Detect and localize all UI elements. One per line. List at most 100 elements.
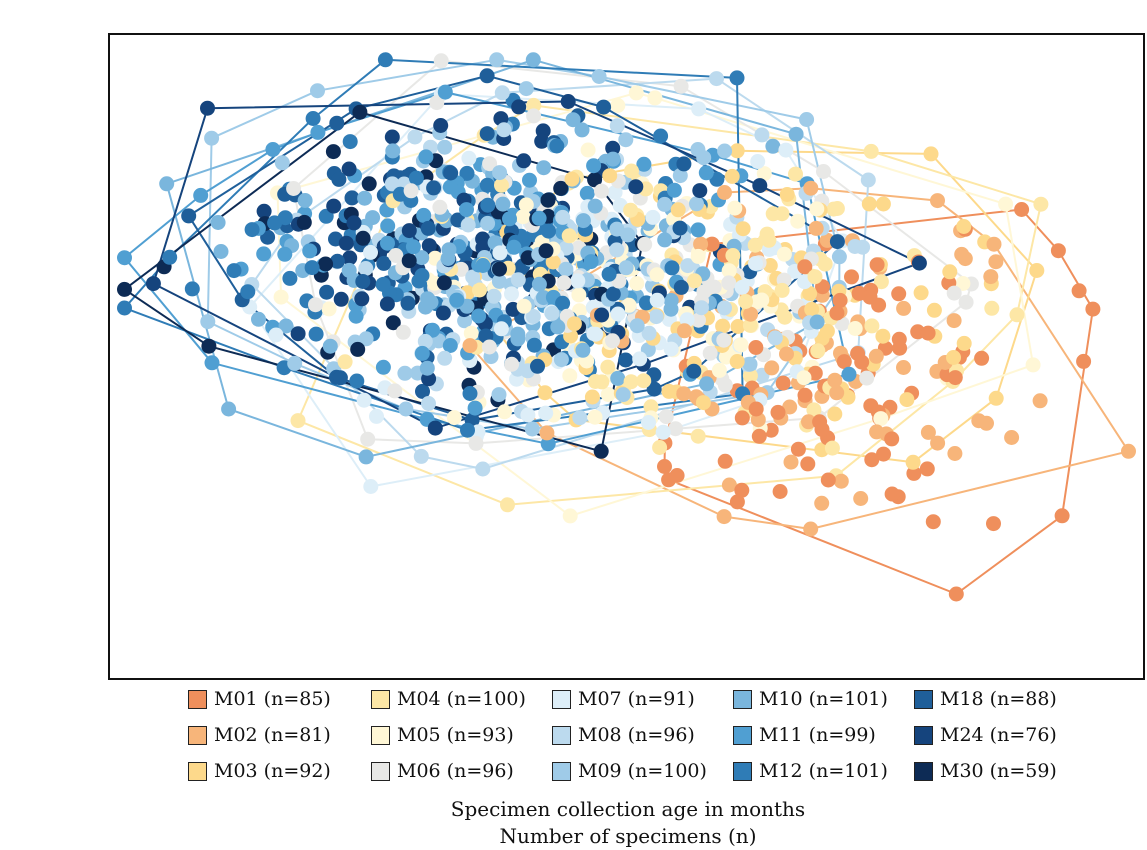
point-m03 bbox=[670, 202, 686, 218]
point-m10 bbox=[358, 449, 374, 465]
point-m08 bbox=[496, 122, 512, 138]
point-m03 bbox=[956, 219, 972, 234]
point-m01 bbox=[775, 375, 791, 391]
point-m05 bbox=[998, 196, 1014, 212]
point-m03 bbox=[804, 301, 820, 317]
point-m10 bbox=[495, 196, 511, 212]
point-m11 bbox=[414, 345, 430, 361]
point-m11 bbox=[442, 338, 458, 353]
legend-label: M09 (n=100) bbox=[578, 760, 707, 782]
point-m02 bbox=[979, 415, 994, 431]
point-m11 bbox=[375, 359, 391, 375]
legend-label: M30 (n=59) bbox=[940, 760, 1057, 782]
point-m05 bbox=[497, 404, 512, 420]
legend-swatch bbox=[733, 725, 752, 745]
point-m03 bbox=[724, 168, 740, 184]
hull-m06 bbox=[292, 59, 973, 445]
point-m10 bbox=[565, 112, 581, 128]
point-m05 bbox=[721, 263, 737, 279]
legend-swatch bbox=[914, 725, 933, 745]
point-m10 bbox=[525, 52, 541, 68]
point-m18 bbox=[673, 279, 689, 295]
point-m24 bbox=[384, 129, 400, 145]
point-m03 bbox=[661, 383, 677, 399]
point-m01 bbox=[919, 461, 935, 477]
point-m11 bbox=[540, 436, 556, 452]
point-m03 bbox=[537, 385, 553, 401]
point-m12 bbox=[462, 386, 478, 401]
point-m09 bbox=[398, 401, 414, 417]
point-m02 bbox=[869, 424, 885, 440]
point-m12 bbox=[282, 270, 298, 286]
point-m09 bbox=[310, 83, 325, 99]
point-m04 bbox=[829, 201, 845, 216]
point-m07 bbox=[461, 150, 477, 166]
point-m04 bbox=[587, 374, 603, 389]
point-m01 bbox=[669, 468, 685, 483]
point-m18 bbox=[443, 165, 459, 181]
point-m10 bbox=[341, 262, 357, 278]
point-m11 bbox=[698, 165, 714, 181]
point-m01 bbox=[850, 346, 866, 361]
point-m11 bbox=[579, 185, 595, 201]
point-m02 bbox=[833, 473, 849, 489]
point-m18 bbox=[181, 208, 197, 224]
point-m05 bbox=[515, 209, 531, 225]
point-m06 bbox=[637, 236, 653, 252]
point-m12 bbox=[305, 111, 321, 126]
point-m04 bbox=[624, 163, 639, 179]
point-m05 bbox=[873, 411, 889, 427]
point-m24 bbox=[379, 296, 395, 312]
legend-swatch bbox=[552, 689, 571, 709]
legend-item-m18: M18 (n=88) bbox=[914, 688, 1057, 710]
point-m03 bbox=[942, 264, 958, 280]
point-m24 bbox=[354, 291, 370, 307]
point-m10 bbox=[159, 176, 175, 192]
point-m05 bbox=[587, 409, 603, 425]
legend-swatch bbox=[552, 761, 571, 781]
point-m18 bbox=[829, 234, 845, 250]
point-m08 bbox=[680, 258, 696, 274]
point-m04 bbox=[863, 143, 879, 159]
point-m11 bbox=[418, 149, 434, 165]
point-m04 bbox=[687, 273, 702, 289]
point-m08 bbox=[709, 71, 724, 87]
point-m04 bbox=[807, 269, 823, 285]
point-m01 bbox=[1054, 508, 1070, 524]
point-m06 bbox=[286, 181, 302, 196]
point-m09 bbox=[591, 69, 607, 84]
point-m08 bbox=[609, 118, 625, 134]
point-m06 bbox=[433, 53, 449, 69]
point-m05 bbox=[621, 297, 637, 313]
caption-line-1: Specimen collection age in months bbox=[450, 797, 806, 821]
point-m01 bbox=[974, 350, 990, 366]
point-m10 bbox=[278, 318, 294, 334]
point-m18 bbox=[329, 253, 345, 269]
point-m12 bbox=[304, 260, 320, 276]
point-m18 bbox=[420, 220, 436, 236]
point-m06 bbox=[453, 261, 469, 277]
point-m03 bbox=[840, 389, 856, 405]
point-m02 bbox=[764, 360, 780, 376]
point-m06 bbox=[403, 183, 419, 199]
point-m09 bbox=[831, 249, 847, 265]
point-m07 bbox=[655, 424, 671, 440]
point-m05 bbox=[600, 387, 616, 402]
point-m11 bbox=[302, 243, 318, 259]
point-m01 bbox=[1071, 283, 1087, 299]
point-m24 bbox=[326, 198, 342, 214]
point-m09 bbox=[397, 365, 413, 381]
point-m11 bbox=[442, 179, 458, 195]
point-m07 bbox=[610, 306, 626, 322]
point-m24 bbox=[605, 140, 621, 156]
point-m01 bbox=[891, 331, 907, 347]
point-m06 bbox=[526, 108, 542, 124]
point-m24 bbox=[200, 100, 215, 116]
point-m12 bbox=[349, 373, 365, 389]
point-m04 bbox=[864, 318, 880, 334]
point-m01 bbox=[800, 456, 816, 472]
point-m01 bbox=[729, 494, 745, 510]
point-m18 bbox=[646, 381, 662, 397]
point-m10 bbox=[574, 122, 590, 138]
point-m11 bbox=[405, 239, 421, 255]
